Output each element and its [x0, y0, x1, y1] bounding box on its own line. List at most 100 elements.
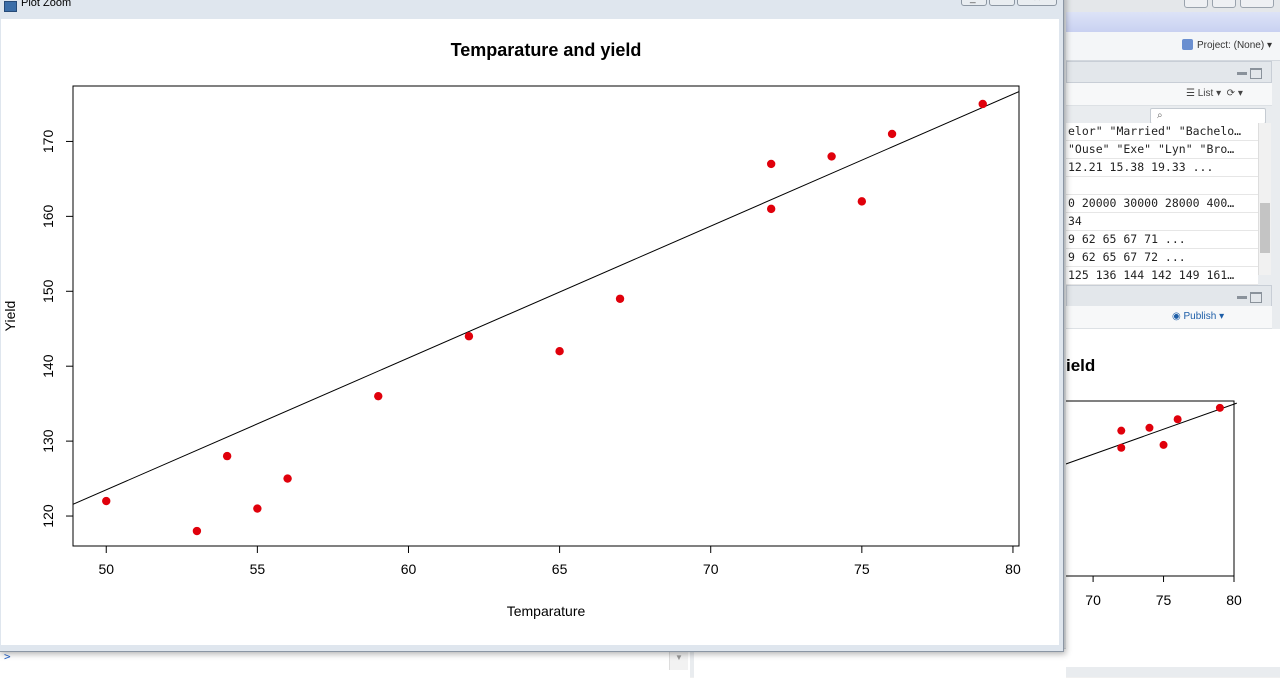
maximize-icon: ▫: [998, 0, 1002, 4]
scatter-plot: Temparature and yield 50 55 60 65 70 75 80 120 13…: [2, 40, 1021, 619]
rstudio-maximize-button[interactable]: [1212, 0, 1236, 8]
mini-regression-line: [952, 402, 1237, 505]
data-point: [374, 391, 383, 401]
mini-plot-frame: [1066, 400, 1235, 577]
minimize-icon: _: [970, 0, 976, 4]
x-axis-label: Temparature: [507, 603, 586, 619]
data-point: [978, 99, 987, 109]
x-tick-label: 80: [1005, 561, 1021, 577]
mini-data-point: [1117, 426, 1126, 435]
environment-row[interactable]: 0 20000 30000 28000 400…: [1066, 195, 1258, 213]
publish-button[interactable]: ◉ Publish ▾: [1172, 311, 1225, 322]
window-titlebar[interactable]: Plot Zoom _ ▫ ✕: [0, 0, 1063, 19]
data-point: [102, 496, 111, 506]
environment-scroll-thumb[interactable]: [1260, 203, 1270, 253]
data-point: [555, 347, 564, 356]
plot-frame: [72, 85, 1020, 547]
y-tick-label: 160: [40, 204, 56, 228]
list-view-label: List: [1197, 88, 1214, 99]
y-tick-label: 150: [40, 279, 56, 303]
mini-data-point: [1117, 443, 1126, 452]
data-point: [464, 332, 474, 341]
refresh-icon[interactable]: ⟳: [1226, 88, 1236, 99]
environment-row[interactable]: elor" "Married" "Bachelo…: [1066, 123, 1258, 141]
maximize-pane-icon[interactable]: [1250, 68, 1262, 79]
environment-row[interactable]: [1066, 177, 1258, 195]
plot-zoom-window: Plot Zoom _ ▫ ✕ Temparature and yield 50 5…: [0, 0, 1064, 652]
mini-plot: ield 70 75 80: [952, 356, 1242, 608]
window-close-button[interactable]: ✕: [1017, 0, 1057, 6]
data-point: [253, 504, 262, 513]
data-point: [766, 159, 776, 169]
close-icon: ✕: [1033, 0, 1041, 4]
x-tick-label: 70: [703, 561, 719, 577]
x-tick-label: 60: [401, 561, 417, 577]
rstudio-close-button[interactable]: [1240, 0, 1274, 8]
window-app-icon: [4, 1, 17, 12]
data-point: [283, 474, 292, 483]
scroll-down-icon[interactable]: ▼: [675, 653, 683, 662]
mini-data-point: [1215, 403, 1224, 412]
regression-line: [73, 91, 1019, 505]
rstudio-title-strip: [1066, 0, 1280, 12]
y-tick-label: 130: [40, 429, 56, 453]
environment-row[interactable]: 12.21 15.38 19.33 ...: [1066, 159, 1258, 177]
y-tick-label: 170: [40, 130, 56, 154]
console-scrollbar[interactable]: ▼: [669, 650, 688, 670]
console-prompt: >: [4, 650, 11, 663]
mini-data-point: [1159, 440, 1168, 449]
mini-x-tick-label: 70: [1085, 592, 1101, 608]
x-tick-label: 65: [552, 561, 568, 577]
y-tick-label: 120: [40, 504, 56, 528]
data-point: [887, 129, 897, 139]
mini-x-tick-label: 75: [1156, 592, 1172, 608]
environment-search-input[interactable]: ⌕: [1150, 108, 1266, 124]
plots-pane: ield 70 75 80: [952, 329, 1280, 667]
console-input[interactable]: >: [0, 648, 690, 678]
plots-pane-controls[interactable]: [1237, 292, 1263, 303]
environment-pane-header: [1066, 61, 1272, 83]
data-point: [222, 451, 232, 461]
minimize-pane-icon[interactable]: [1237, 296, 1247, 299]
window-title: Plot Zoom: [21, 0, 72, 9]
data-point: [827, 152, 836, 161]
data-point: [766, 204, 776, 214]
environment-row[interactable]: 9 62 65 67 72 ...: [1066, 249, 1258, 267]
x-tick-label: 75: [854, 561, 870, 577]
environment-row[interactable]: 9 62 65 67 71 ...: [1066, 231, 1258, 249]
plots-toolbar: ◉ Publish ▾: [1066, 306, 1272, 329]
plot-canvas-area: Temparature and yield 50 55 60 65 70 75 80 120 13…: [1, 19, 1059, 645]
window-maximize-button[interactable]: ▫: [989, 0, 1015, 6]
data-point: [192, 526, 202, 536]
project-bar: Project: (None) ▾: [1066, 32, 1280, 61]
environment-list: elor" "Married" "Bachelo… "Ouse" "Exe" "L…: [1066, 123, 1258, 285]
y-axis-label: Yield: [2, 301, 18, 332]
maximize-pane-icon[interactable]: [1250, 292, 1262, 303]
environment-row[interactable]: 125 136 144 142 149 161…: [1066, 267, 1258, 285]
mini-x-tick-label: 80: [1226, 592, 1242, 608]
project-label: Project: (None): [1196, 40, 1265, 51]
plots-pane-header: [1066, 285, 1272, 307]
x-tick-label: 55: [250, 561, 266, 577]
window-minimize-button[interactable]: _: [961, 0, 987, 6]
environment-row[interactable]: 34: [1066, 213, 1258, 231]
publish-icon: ◉: [1172, 311, 1181, 322]
project-icon: [1181, 39, 1193, 50]
list-view-button[interactable]: ☰ List ▾ ⟳ ▾: [1186, 88, 1243, 99]
environment-pane-controls[interactable]: [1237, 68, 1263, 79]
environment-scrollbar[interactable]: [1258, 123, 1271, 275]
lower-right-pane-edge: [694, 648, 1066, 678]
rstudio-minimize-button[interactable]: [1184, 0, 1208, 8]
x-tick-label: 50: [98, 561, 114, 577]
mini-data-point: [1173, 415, 1182, 424]
data-point: [857, 197, 867, 206]
environment-row[interactable]: "Ouse" "Exe" "Lyn" "Bro…: [1066, 141, 1258, 159]
y-tick-label: 140: [40, 354, 56, 378]
rstudio-menu-band: [1066, 12, 1280, 32]
project-menu[interactable]: Project: (None) ▾: [1181, 39, 1272, 51]
minimize-pane-icon[interactable]: [1237, 72, 1247, 75]
mini-data-point: [1145, 423, 1154, 432]
environment-toolbar: ☰ List ▾ ⟳ ▾: [1066, 83, 1272, 106]
chart-title: Temparature and yield: [451, 40, 642, 60]
publish-label: Publish: [1183, 311, 1217, 322]
